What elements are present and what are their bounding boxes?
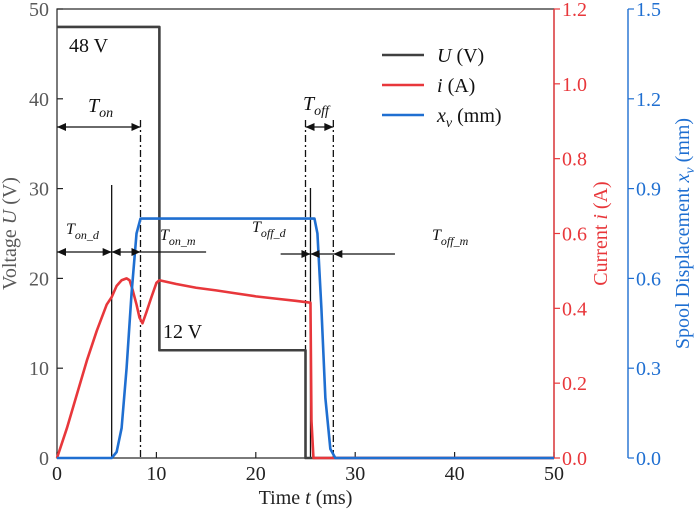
x-tick-label: 50 (544, 463, 564, 485)
y-right2-tick-label: 0.0 (636, 448, 661, 470)
y-left-tick-label: 20 (29, 268, 49, 290)
label-t-off-main: T (303, 93, 316, 115)
legend-var-2: x (436, 105, 446, 127)
t-on-d-arrow-left (57, 248, 66, 256)
y-right2-axis-title: Spool Displacement xv (mm) (672, 118, 698, 349)
x-axis-title: Time t (ms) (259, 487, 353, 509)
label-t-on-d-sub: on_d (75, 228, 100, 242)
y-right1-tick-label: 1.0 (562, 74, 587, 96)
label-48v: 48 V (69, 35, 109, 57)
t-on-arrow-right (131, 123, 141, 131)
y-right2-tick-label: 1.5 (636, 0, 661, 21)
y-right1-tick-label: 0.8 (562, 149, 587, 171)
y-right2-title-prefix: Spool Displacement (672, 182, 694, 349)
label-t-off-m-sub: off_m (441, 234, 469, 248)
series-group (55, 25, 554, 460)
t-off-d-arrow-right (301, 250, 311, 258)
label-t-on-m-sub: on_m (169, 234, 196, 248)
label-t-off-d-main: T (252, 219, 262, 236)
x-axis-title-var: t (305, 487, 311, 509)
y-right1-tick-label: 0.0 (562, 448, 587, 470)
y-right2-title-var: x (672, 173, 694, 183)
y-right2-tick-label: 0.6 (636, 268, 661, 290)
legend-unit-2: (mm) (452, 105, 501, 127)
label-t-off-d-sub: off_d (261, 226, 287, 240)
series-line-2 (57, 217, 554, 460)
y-right1-tick-label: 1.2 (562, 0, 587, 21)
label-t-off-sub: off (314, 104, 331, 119)
series-line-1 (55, 277, 554, 460)
legend-label-0: U (V) (437, 45, 484, 67)
y-left-axis-title: Voltage U (V) (0, 177, 21, 290)
y-right2-title-sub: v (683, 167, 698, 174)
legend: U (V) i (A) xv (mm) (382, 45, 502, 131)
y-right1-tick-label: 0.4 (562, 298, 587, 320)
label-t-on-sub: on (99, 106, 113, 121)
y-left-tick-label: 30 (29, 179, 49, 201)
label-t-off: Toff (303, 93, 331, 119)
label-t-on-d: Ton_d (66, 221, 100, 242)
y-right2-tick-label: 0.9 (636, 179, 661, 201)
label-t-on-main: T (88, 95, 101, 117)
t-off-arrow-right (324, 123, 334, 131)
t-off-m-arrow-left (310, 250, 320, 258)
t-off-m-arrow-left2 (333, 250, 343, 258)
t-off-arrow-left (305, 123, 315, 131)
t-on-arrow-left (57, 123, 66, 131)
label-t-on: Ton (88, 95, 113, 121)
label-t-on-d-main: T (66, 221, 76, 238)
y-right1-tick-label: 0.2 (562, 373, 587, 395)
y-right2-tick-label: 1.2 (636, 89, 661, 111)
y-right2-tick-label: 0.3 (636, 358, 661, 380)
label-12v: 12 V (163, 321, 203, 343)
x-tick-label: 40 (445, 463, 465, 485)
legend-label-1: i (A) (437, 75, 475, 97)
y-left-tick-label: 50 (29, 0, 49, 21)
y-left-tick-label: 40 (29, 89, 49, 111)
t-on-d-arrow-right (102, 248, 112, 256)
legend-var-1: i (437, 75, 443, 97)
t-on-m-arrow-left (111, 248, 121, 256)
y-left-title-suffix: (V) (0, 177, 21, 210)
y-right1-tick-label: 0.6 (562, 224, 587, 246)
legend-label-2: xv (mm) (436, 105, 502, 131)
y-left-tick-label: 10 (29, 358, 49, 380)
x-tick-label: 0 (52, 463, 62, 485)
x-axis-title-prefix: Time (259, 487, 306, 509)
y-left-tick-label: 0 (39, 448, 49, 470)
x-tick-label: 30 (345, 463, 365, 485)
label-t-on-m: Ton_m (160, 227, 196, 248)
legend-sub-2: v (446, 116, 453, 131)
label-t-off-m-main: T (432, 227, 442, 244)
label-t-off-d: Toff_d (252, 219, 287, 240)
x-axis-title-suffix: (ms) (311, 487, 353, 509)
y-left-title-var: U (0, 208, 21, 224)
y-right1-axis-title: Current i (A) (590, 181, 612, 285)
marker-lines (111, 120, 334, 458)
x-tick-label: 20 (246, 463, 266, 485)
y-right1-title-var: i (590, 214, 612, 220)
y-right1-title-prefix: Current (590, 220, 612, 286)
y-left-title-prefix: Voltage (0, 224, 21, 290)
label-t-off-m: Toff_m (432, 227, 469, 248)
y-right2-title-suffix: (mm) (672, 118, 694, 167)
t-on-m-arrow-right (131, 248, 141, 256)
label-t-on-m-main: T (160, 227, 170, 244)
y-right1-title-suffix: (A) (590, 181, 612, 214)
legend-unit-0: (V) (451, 45, 484, 67)
legend-var-0: U (437, 45, 453, 67)
x-tick-label: 10 (146, 463, 166, 485)
legend-unit-1: (A) (443, 75, 476, 97)
